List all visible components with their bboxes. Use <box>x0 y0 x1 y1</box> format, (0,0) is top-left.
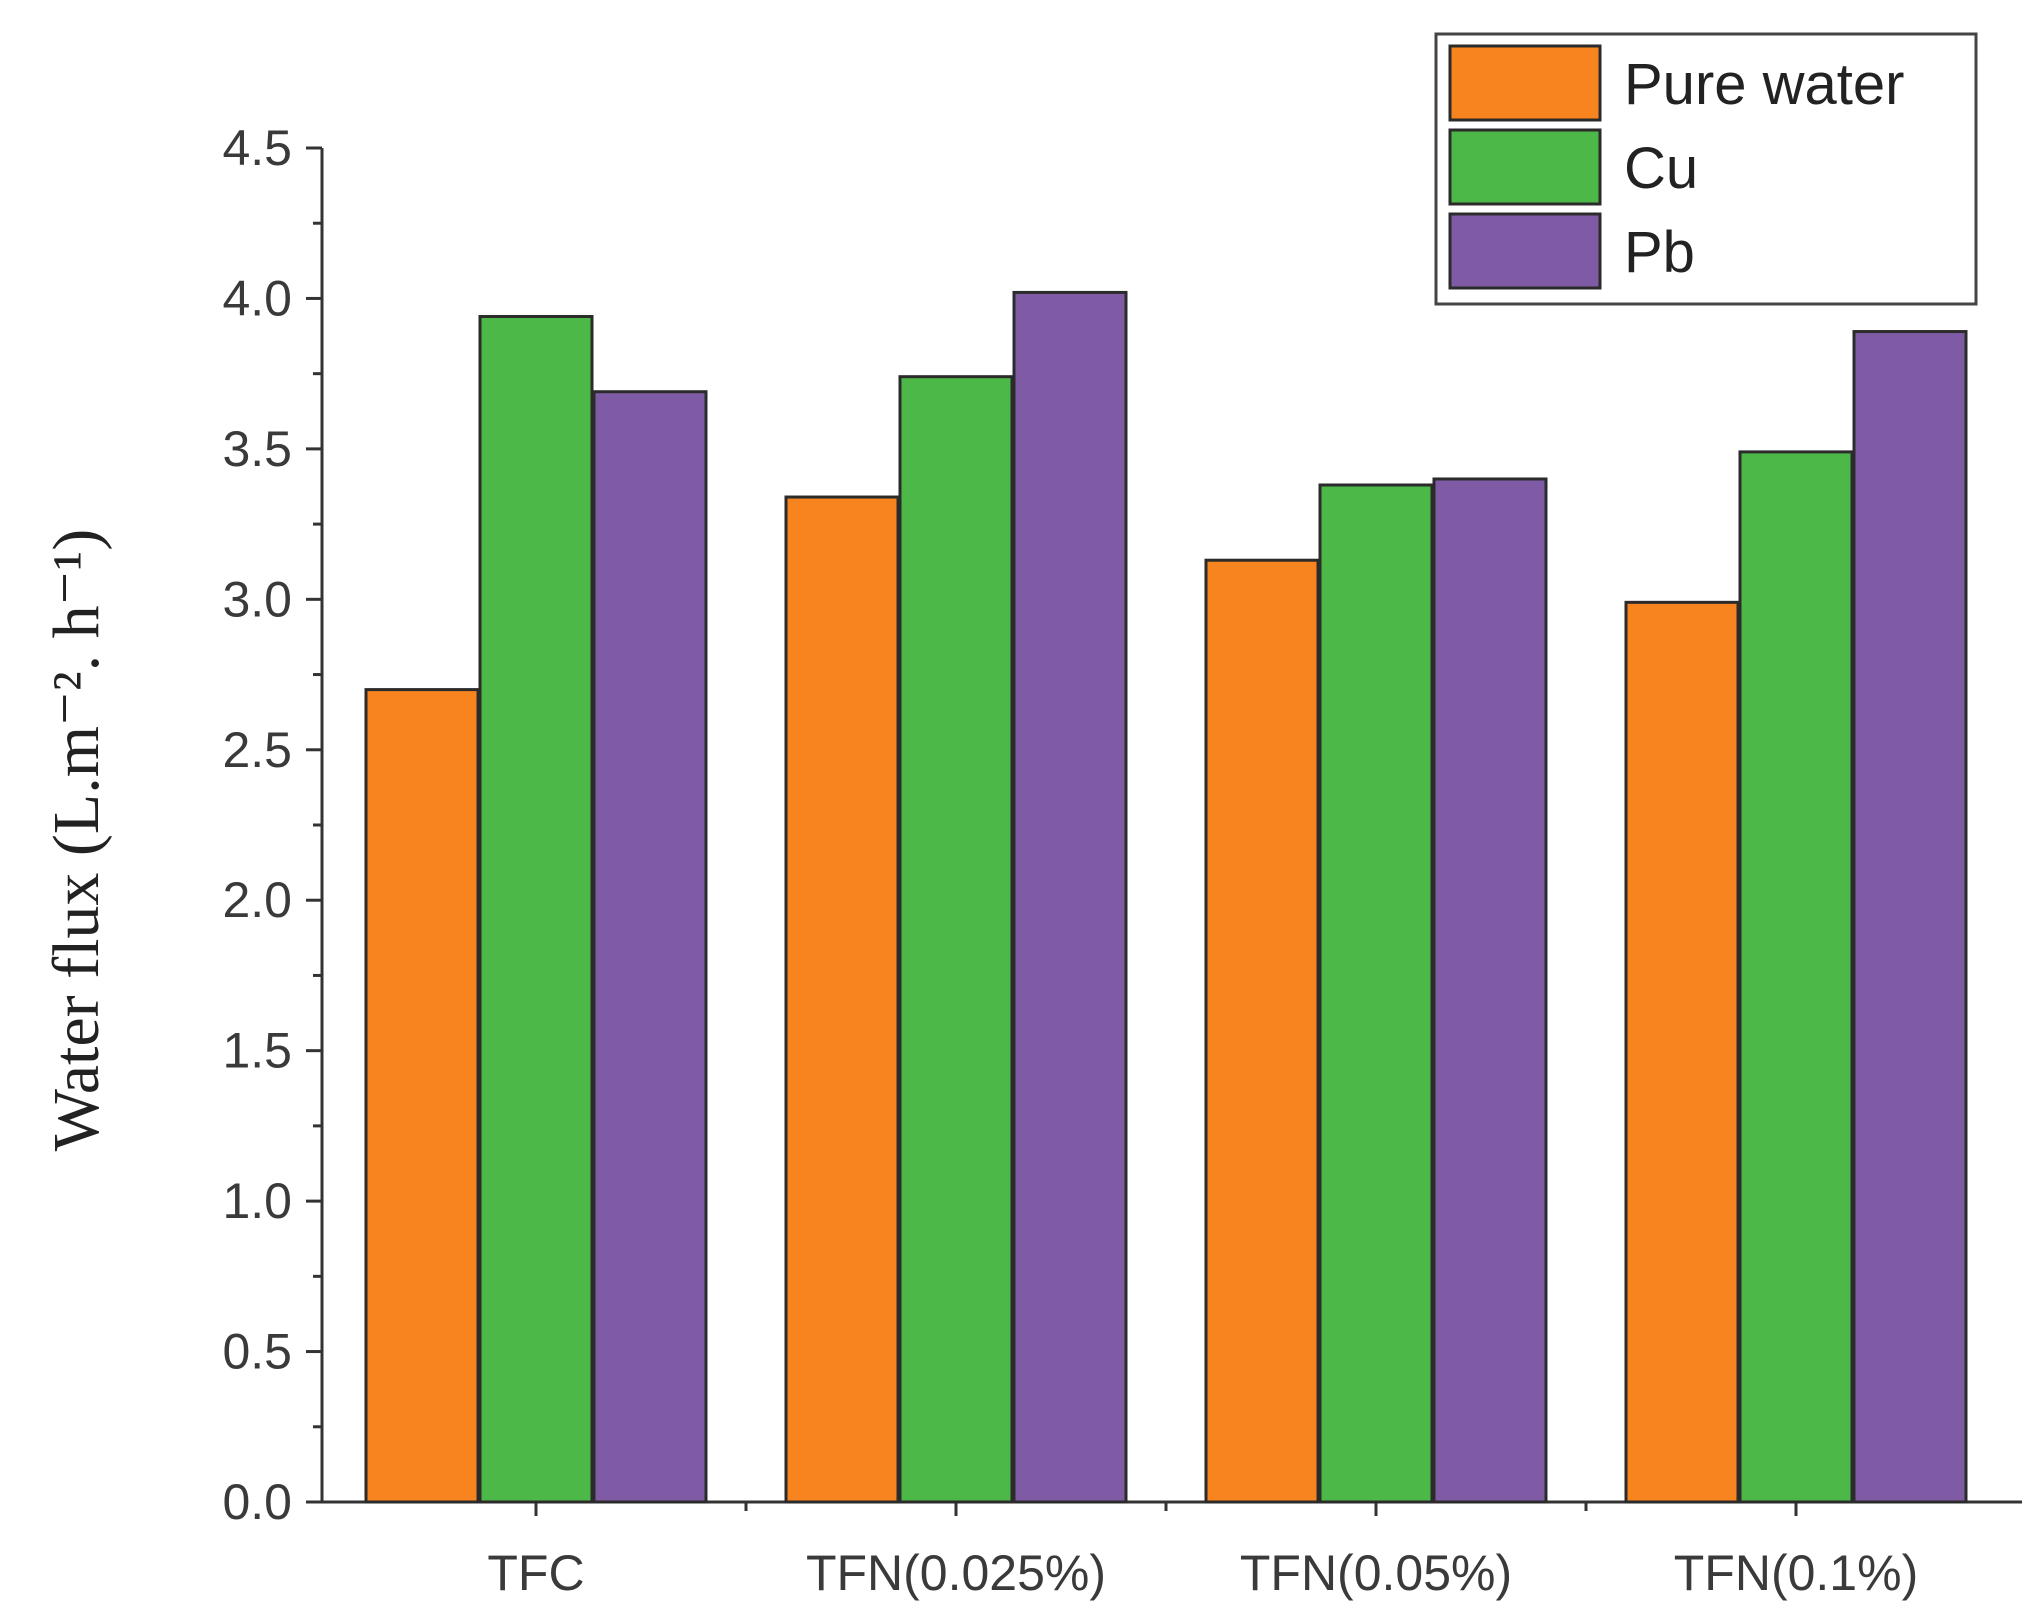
x-tick-label: TFN(0.05%) <box>1240 1545 1512 1601</box>
y-tick-label: 4.5 <box>222 120 292 176</box>
bar-cu-0 <box>478 314 594 1504</box>
bars <box>364 290 1968 1504</box>
y-tick-label: 2.0 <box>222 872 292 928</box>
legend-swatch-cu <box>1448 128 1602 206</box>
legend-label: Pb <box>1624 220 1695 285</box>
y-tick-label: 1.0 <box>222 1173 292 1229</box>
y-tick-label: 1.5 <box>222 1023 292 1079</box>
x-tick-label: TFN(0.025%) <box>806 1545 1106 1601</box>
legend-swatch-pure-water <box>1448 44 1602 122</box>
x-axis: TFC TFN(0.025%) TFN(0.05%) TFN(0.1%) <box>322 1500 2022 1601</box>
bar-pb-0 <box>592 390 708 1504</box>
bar-cu-1 <box>898 375 1014 1504</box>
bar-pure-water-3 <box>1624 600 1740 1504</box>
y-tick-label: 0.5 <box>222 1324 292 1380</box>
legend-swatch-pb <box>1448 212 1602 290</box>
bar-pure-water-0 <box>364 688 480 1504</box>
x-tick-label: TFN(0.1%) <box>1674 1545 1918 1601</box>
bar-cu-3 <box>1738 450 1854 1504</box>
x-tick-label: TFC <box>487 1545 584 1601</box>
bar-pure-water-2 <box>1204 558 1320 1504</box>
legend: Pure water Cu Pb <box>1434 32 1978 306</box>
y-tick-label: 3.5 <box>222 421 292 477</box>
legend-label: Cu <box>1624 136 1698 201</box>
bar-cu-2 <box>1318 483 1434 1504</box>
y-tick-label: 2.5 <box>222 722 292 778</box>
y-tick-label: 3.0 <box>222 571 292 627</box>
bar-pb-1 <box>1012 290 1128 1504</box>
y-tick-label: 4.0 <box>222 270 292 326</box>
bar-pb-3 <box>1852 330 1968 1504</box>
y-axis-label: Water flux (L.m⁻². h⁻¹) <box>40 529 113 1152</box>
y-axis: 0.0 0.5 1.0 1.5 2.0 2.5 3.0 3.5 4.0 4.5 <box>222 120 324 1530</box>
bar-pb-2 <box>1432 477 1548 1504</box>
legend-label: Pure water <box>1624 52 1904 117</box>
y-tick-label: 0.0 <box>222 1474 292 1530</box>
bar-pure-water-1 <box>784 495 900 1504</box>
